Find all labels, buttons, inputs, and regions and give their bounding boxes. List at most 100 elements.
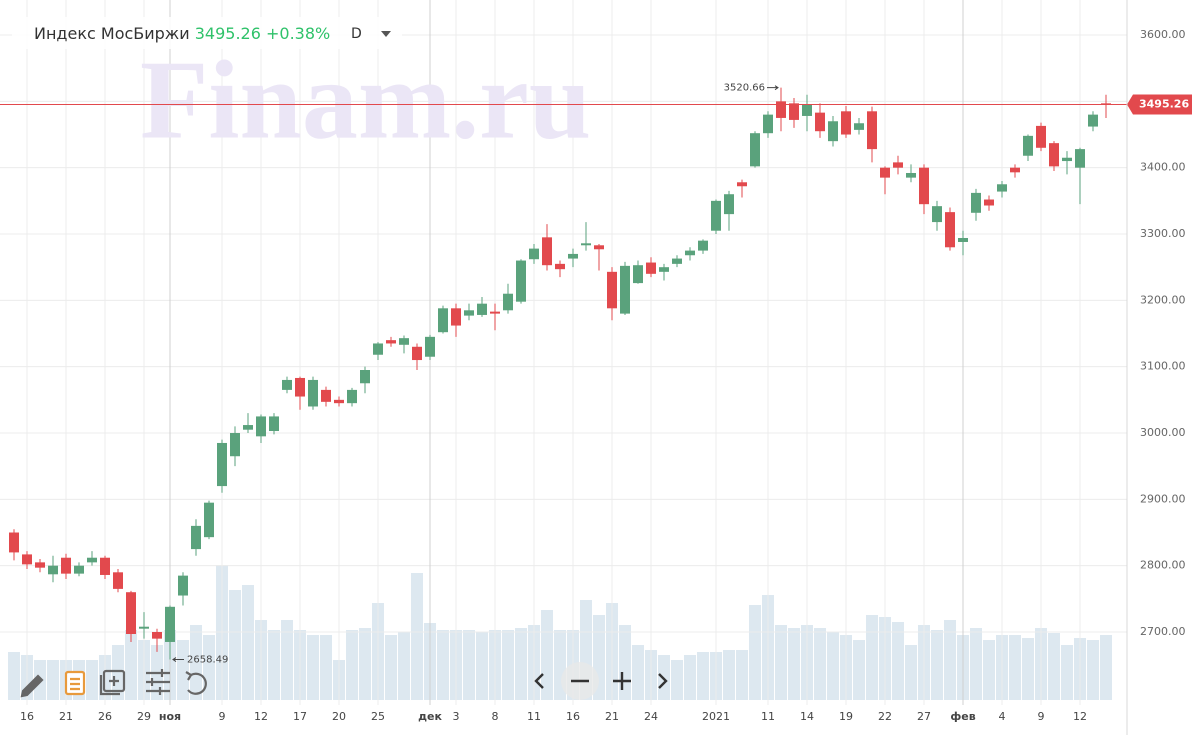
volume-bar — [346, 630, 358, 700]
y-tick-label: 2800.00 — [1140, 559, 1186, 572]
draw-tool[interactable] — [20, 674, 44, 698]
candle-body — [1101, 103, 1111, 105]
candle-body — [152, 632, 162, 639]
candle-body — [399, 338, 409, 345]
volume-bar — [86, 660, 98, 700]
candle-body — [477, 303, 487, 315]
x-tick-label: 26 — [98, 710, 112, 723]
candle-body — [789, 103, 799, 120]
volume-bar — [463, 630, 475, 700]
max-label: 3520.66 — [724, 83, 765, 94]
candle-body — [516, 260, 526, 302]
candle-body — [412, 346, 422, 361]
x-tick-label: 17 — [293, 710, 307, 723]
x-tick-label: 4 — [999, 710, 1006, 723]
instrument-name: Индекс МосБиржи 3495.26 +0.38% — [34, 24, 330, 43]
candle-body — [529, 248, 539, 260]
candle-body — [711, 200, 721, 231]
volume-bar — [697, 652, 709, 700]
y-tick-label: 2900.00 — [1140, 492, 1186, 505]
candle-body — [282, 379, 292, 390]
candle-body — [61, 557, 71, 574]
volume-bar — [723, 650, 735, 700]
candle-body — [360, 369, 370, 384]
candle-body — [958, 237, 968, 242]
volume-bar — [983, 640, 995, 700]
volume-bar — [736, 650, 748, 700]
zoom-in[interactable] — [613, 672, 631, 690]
add-indicator[interactable] — [99, 669, 126, 696]
volume-bar — [944, 620, 956, 700]
x-tick-label: 16 — [20, 710, 34, 723]
reset-tool[interactable] — [185, 671, 207, 695]
candle-body — [620, 265, 630, 314]
candle-body — [74, 565, 84, 574]
volume-bar — [476, 632, 488, 700]
candle-body — [503, 293, 513, 311]
candle-body — [191, 525, 201, 550]
volume-bar — [749, 605, 761, 700]
volume-bar — [411, 573, 423, 700]
candle-body — [9, 532, 19, 553]
notes-tool[interactable] — [64, 670, 86, 696]
candle-body — [217, 442, 227, 487]
volume-bar — [125, 630, 137, 700]
candle-body — [815, 112, 825, 132]
volume-bar — [398, 632, 410, 700]
candle-body — [594, 245, 604, 250]
x-tick-label: 22 — [878, 710, 892, 723]
candle-body — [464, 310, 474, 316]
candle-body — [334, 399, 344, 404]
candle-body — [243, 425, 253, 430]
interval[interactable]: D — [351, 26, 362, 42]
volume-bar — [814, 628, 826, 700]
x-tick-label: ноя — [159, 710, 181, 723]
volume-bar — [112, 645, 124, 700]
candle-body — [87, 557, 97, 563]
candle-body — [230, 433, 240, 457]
volume-bar — [788, 628, 800, 700]
scroll-right[interactable] — [658, 673, 668, 689]
candle-body — [1023, 135, 1033, 156]
candle-body — [633, 265, 643, 284]
x-tick-label: 16 — [566, 710, 580, 723]
y-tick-label: 3200.00 — [1140, 293, 1186, 306]
candle-body — [308, 379, 318, 407]
volume-bar — [502, 630, 514, 700]
candle-body — [984, 199, 994, 206]
scroll-left[interactable] — [534, 673, 544, 689]
candle-body — [776, 101, 786, 118]
x-tick-label: 11 — [761, 710, 775, 723]
last-price-box — [1127, 94, 1192, 115]
settings-tool[interactable] — [146, 669, 170, 695]
x-tick-label: 11 — [527, 710, 541, 723]
candle-body — [139, 626, 149, 629]
candle-body — [867, 111, 877, 150]
candle-body — [22, 554, 32, 565]
candle-body — [737, 182, 747, 187]
volume-bar — [229, 590, 241, 700]
y-tick-label: 3400.00 — [1140, 161, 1186, 174]
volume-bar — [1087, 640, 1099, 700]
volume-bar — [892, 622, 904, 700]
candle-body — [321, 389, 331, 402]
watermark: Finam.ru — [140, 39, 591, 163]
candle-body — [1036, 125, 1046, 148]
candle-body — [113, 572, 123, 589]
candle-body — [451, 308, 461, 326]
volume-bar — [320, 635, 332, 700]
volume-bar — [853, 640, 865, 700]
min-arrow — [172, 657, 184, 662]
candle-body — [932, 206, 942, 223]
x-tick-label: 2021 — [702, 710, 730, 723]
candle-body — [126, 592, 136, 634]
candle-body — [880, 167, 890, 178]
x-tick-label: 21 — [605, 710, 619, 723]
volume-bar — [268, 630, 280, 700]
volume-bar — [515, 628, 527, 700]
y-tick-label: 2700.00 — [1140, 625, 1186, 638]
candle-body — [568, 253, 578, 259]
interval-dropdown[interactable] — [381, 31, 391, 37]
navigation — [534, 672, 668, 690]
x-tick-label: 21 — [59, 710, 73, 723]
